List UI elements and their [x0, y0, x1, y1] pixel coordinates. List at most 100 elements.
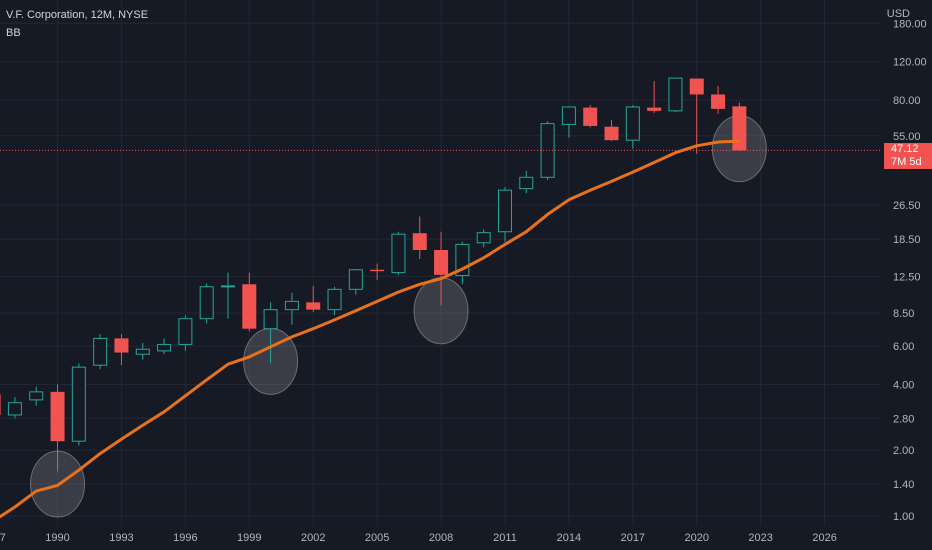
last-price-badge: 47.12 7M 5d [884, 143, 932, 170]
candle [199, 283, 214, 324]
candle-body [668, 77, 683, 112]
candles [0, 77, 747, 472]
candle [370, 263, 385, 281]
candle-body [242, 284, 257, 329]
candle [434, 231, 449, 306]
price-tick-label: 80.00 [893, 95, 921, 107]
candle-body [540, 123, 555, 178]
price-axis[interactable]: 1.00 1.40 2.00 2.80 4.00 6.00 8.50 12.50 18.50 26… [880, 0, 932, 550]
candle-body [689, 78, 704, 95]
candle [497, 187, 512, 242]
candle [604, 119, 619, 142]
candle [625, 105, 640, 149]
candle-body [199, 286, 214, 320]
time-tick-label: 2011 [493, 532, 517, 544]
candle-body [93, 337, 108, 366]
time-tick-label: 2002 [301, 532, 325, 544]
time-tick-label: 2026 [812, 532, 836, 544]
moving-average-line [0, 139, 740, 519]
candle [50, 384, 65, 472]
indicator-label[interactable]: BB [6, 27, 21, 39]
candle-body [583, 107, 598, 126]
candle-body [114, 338, 129, 353]
candle [284, 292, 299, 325]
time-tick-label: 2017 [621, 532, 645, 544]
candle-body [135, 348, 150, 355]
time-tick-label: 1990 [45, 532, 69, 544]
candle-body [306, 302, 321, 310]
candle [29, 386, 44, 406]
time-tick-label: 2014 [557, 532, 581, 544]
ma-polyline [0, 139, 740, 519]
candle [689, 78, 704, 154]
candle-body [157, 343, 172, 352]
time-tick-label: 1999 [237, 532, 261, 544]
time-tick-label: 2020 [685, 532, 709, 544]
price-tick-label: 18.50 [893, 234, 921, 246]
candle-body [711, 94, 726, 109]
candle [114, 334, 129, 366]
price-tick-label: 55.00 [893, 131, 921, 143]
candle [306, 285, 321, 312]
candle [540, 121, 555, 181]
candle [157, 338, 172, 355]
candle [327, 286, 342, 316]
candle-body [370, 269, 385, 272]
price-tick-label: 12.50 [893, 271, 921, 283]
price-tick-label: 2.80 [893, 413, 914, 425]
candle-body [220, 285, 235, 288]
candle [263, 302, 278, 364]
price-tick-label: 180.00 [893, 18, 927, 30]
time-tick-label: 2023 [748, 532, 772, 544]
candle [519, 170, 534, 194]
candle-body [625, 106, 640, 141]
candle-body [412, 233, 427, 251]
candle [668, 77, 683, 113]
candle-body [50, 391, 65, 442]
price-tick-label: 2.00 [893, 445, 914, 457]
candle [391, 231, 406, 275]
candle [135, 342, 150, 360]
price-tick-label: 1.00 [893, 511, 914, 523]
candle [348, 269, 363, 295]
candle [711, 85, 726, 114]
candle [220, 272, 235, 319]
candle [732, 102, 747, 151]
price-tick-label: 26.50 [893, 200, 921, 212]
candle-body [327, 288, 342, 311]
candle [93, 334, 108, 370]
candle-body [71, 366, 86, 442]
price-tick-label: 1.40 [893, 479, 914, 491]
candle-body [178, 318, 193, 345]
candle [178, 315, 193, 351]
candle-body [604, 126, 619, 141]
chart-title: V.F. Corporation, 12M, NYSE [6, 9, 149, 21]
candle-body [391, 233, 406, 274]
bar-countdown: 7M 5d [891, 156, 922, 169]
candle [583, 105, 598, 128]
candle [412, 216, 427, 260]
price-tick-label: 4.00 [893, 379, 914, 391]
candle [0, 394, 1, 415]
candle [561, 106, 576, 138]
time-tick-label: 1993 [109, 532, 133, 544]
time-axis[interactable]: 1987 1990 1993 1996 1999 2002 2005 2008 2011 2014… [0, 532, 837, 544]
price-axis-bg [880, 0, 932, 550]
last-price-value: 47.12 [891, 143, 919, 156]
currency-label[interactable]: USD [886, 8, 910, 20]
chart-grid [0, 0, 880, 526]
candle-body [263, 309, 278, 330]
candle-body [497, 189, 512, 233]
candle [71, 363, 86, 446]
candle-body [0, 394, 1, 415]
candle [242, 272, 257, 332]
time-tick-label: 1996 [173, 532, 197, 544]
time-tick-label: 2005 [365, 532, 389, 544]
candle [455, 241, 470, 285]
candle-body [519, 176, 534, 190]
candle-body [732, 106, 747, 151]
candle-body [561, 106, 576, 125]
candle-body [7, 402, 22, 416]
highlight-circles [30, 115, 767, 518]
